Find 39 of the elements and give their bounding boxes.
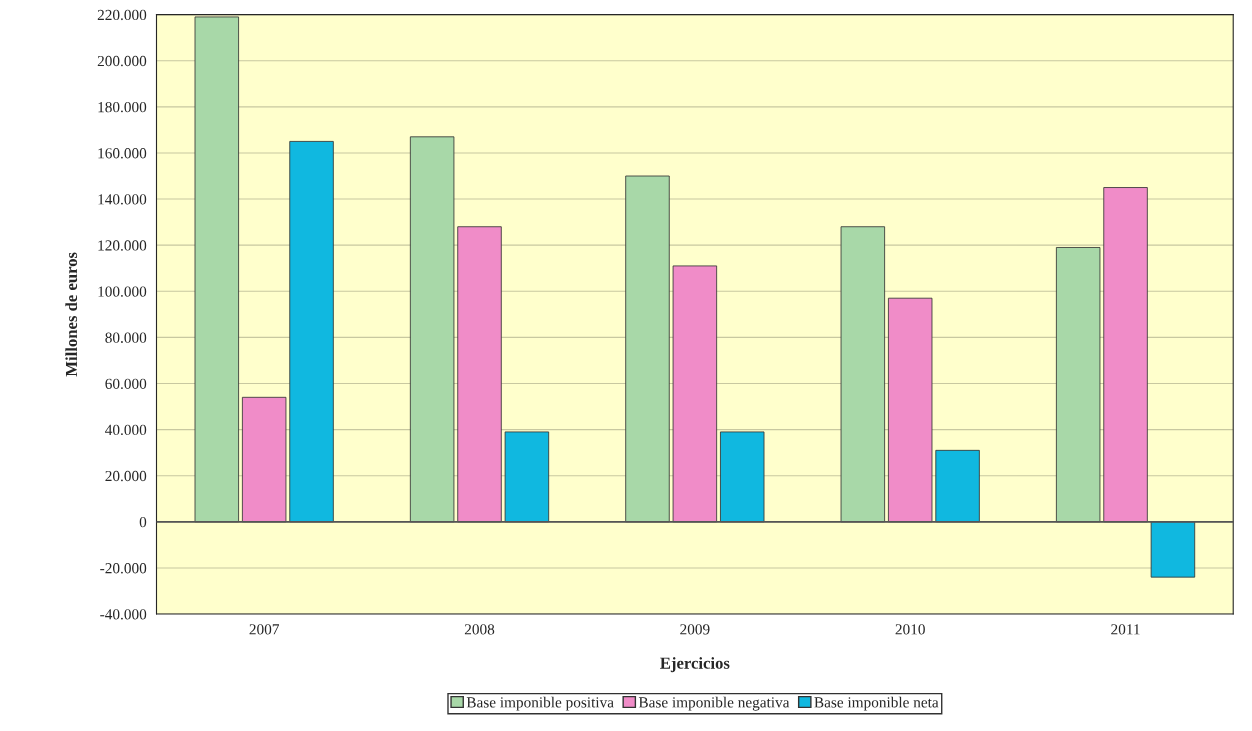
- y-tick-label: 220.000: [97, 9, 147, 21]
- bar: [289, 141, 334, 523]
- y-tick-label: 120.000: [98, 240, 147, 251]
- legend-label: Base imponible neta: [814, 696, 939, 711]
- y-tick-label: 140.000: [98, 194, 147, 205]
- y-tick-label: -20.000: [100, 563, 147, 574]
- bar: [887, 297, 933, 523]
- legend-label: Base imponible positiva: [466, 696, 614, 711]
- x-tick-label: 2011: [1111, 624, 1140, 635]
- bar: [840, 226, 886, 523]
- y-tick-label: 0: [139, 516, 147, 528]
- legend-label: Base imponible negativa: [638, 696, 790, 711]
- y-tick-label: 20.000: [105, 470, 147, 482]
- x-tick-label: 2008: [464, 624, 495, 635]
- bar: [241, 396, 287, 523]
- bar: [409, 136, 455, 523]
- bar: [1150, 521, 1196, 578]
- y-tick-label: 40.000: [105, 424, 147, 436]
- x-tick-label: 2007: [249, 624, 280, 635]
- x-tick-label: 2010: [895, 624, 925, 635]
- y-tick-label: -40.000: [100, 609, 147, 620]
- bar: [1055, 247, 1101, 523]
- bar: [504, 431, 550, 523]
- bar: [720, 431, 765, 523]
- y-tick-label: 200.000: [97, 55, 147, 67]
- bar: [935, 449, 980, 523]
- y-tick-label: 100.000: [98, 286, 147, 297]
- y-tick-label: 180.000: [98, 101, 147, 113]
- bar: [1103, 187, 1148, 523]
- bar: [457, 226, 502, 523]
- x-axis-title: Ejercicios: [660, 657, 730, 673]
- x-tick-label: 2009: [680, 624, 710, 635]
- y-tick-label: 60.000: [105, 378, 147, 390]
- bar: [625, 175, 670, 523]
- y-axis-title: Millones de euros: [65, 252, 78, 377]
- y-tick-label: 160.000: [98, 148, 147, 159]
- y-tick-label: 80.000: [105, 332, 147, 343]
- bar: [194, 16, 240, 523]
- bar: [672, 265, 718, 523]
